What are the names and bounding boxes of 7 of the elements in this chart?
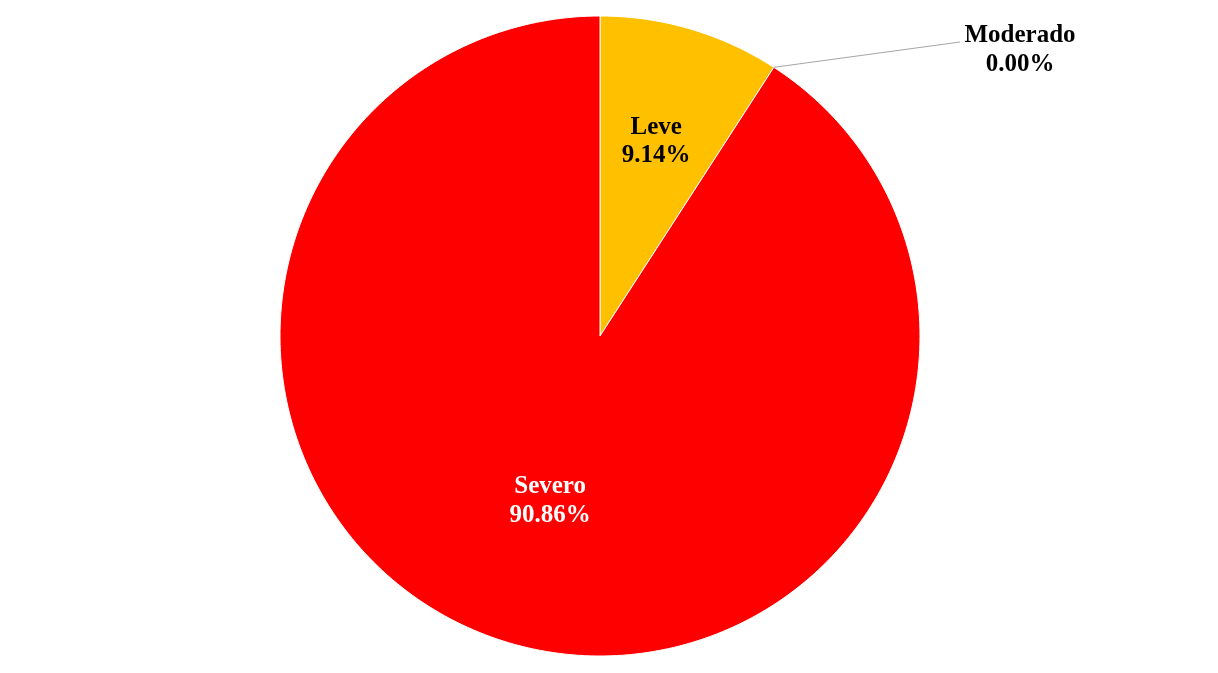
data-label: 9.14% [621,140,691,168]
text: 0.00% [985,48,1055,76]
pie-slice [279,15,921,657]
data-label: 90.86% [509,499,591,527]
slice-label: Leve [630,111,682,139]
slice-label: Severo [514,470,587,498]
category-label: Moderado [964,20,1076,47]
